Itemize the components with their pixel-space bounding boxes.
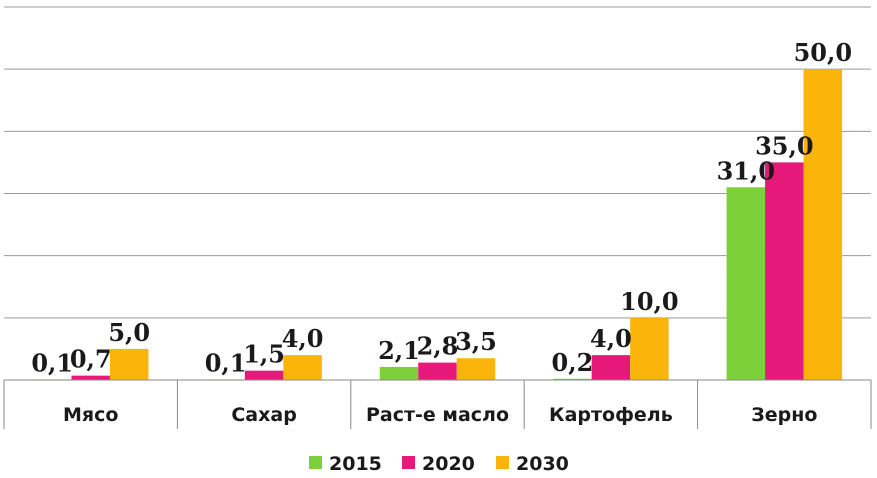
legend-swatch <box>309 456 322 469</box>
value-label: 31,0 <box>717 156 775 185</box>
value-label: 1,5 <box>243 340 285 369</box>
bar-2015-4 <box>553 378 592 380</box>
value-label: 2,8 <box>417 332 459 361</box>
legend-item-2020: 2020 <box>402 453 475 475</box>
legend-item-2030: 2030 <box>496 453 569 475</box>
bar-2030-3 <box>456 358 496 380</box>
legend-swatch <box>402 456 415 469</box>
value-label: 0,1 <box>31 348 73 377</box>
legend-label: 2020 <box>422 453 475 475</box>
value-label: 4,0 <box>282 324 324 353</box>
category-label: Картофель <box>549 404 673 426</box>
bar-2015-3 <box>379 366 419 380</box>
category-label: Зерно <box>751 404 817 426</box>
bar-2020-4 <box>591 355 631 380</box>
gridlines <box>4 6 871 319</box>
value-label: 4,0 <box>590 324 632 353</box>
value-label: 2,1 <box>378 336 420 365</box>
value-label: 10,0 <box>620 287 678 316</box>
value-label: 5,0 <box>108 318 150 347</box>
value-label: 0,7 <box>70 345 112 374</box>
legend: 2015 2020 2030 <box>309 453 569 475</box>
value-label: 35,0 <box>755 131 813 160</box>
bar-2020-2 <box>244 370 284 380</box>
bar-2030-1 <box>109 348 149 380</box>
legend-label: 2030 <box>516 453 569 475</box>
bar-2020-1 <box>71 375 110 380</box>
value-label: 0,2 <box>552 348 594 377</box>
bar-2015-5 <box>726 187 766 380</box>
legend-label: 2015 <box>329 453 382 475</box>
bar-2030-4 <box>630 317 669 380</box>
bar-2020-5 <box>765 162 804 380</box>
value-label: 3,5 <box>455 327 497 356</box>
bar-2030-5 <box>803 69 843 381</box>
category-label: Сахар <box>231 404 296 426</box>
legend-item-2015: 2015 <box>309 453 382 475</box>
value-label: 50,0 <box>794 38 852 67</box>
bar-2030-2 <box>283 355 322 380</box>
value-label: 0,1 <box>205 348 247 377</box>
category-label: Раст-е масло <box>366 404 509 426</box>
x-axis: Мясо Сахар Раст-е масло Картофель Зерно <box>3 379 872 429</box>
legend-swatch <box>496 456 509 469</box>
category-label: Мясо <box>63 404 118 426</box>
bars <box>32 69 843 381</box>
bar-2020-3 <box>418 362 457 380</box>
value-labels: 0,10,75,00,11,54,0 2,12,83,50,24,010,031,… <box>31 38 852 377</box>
